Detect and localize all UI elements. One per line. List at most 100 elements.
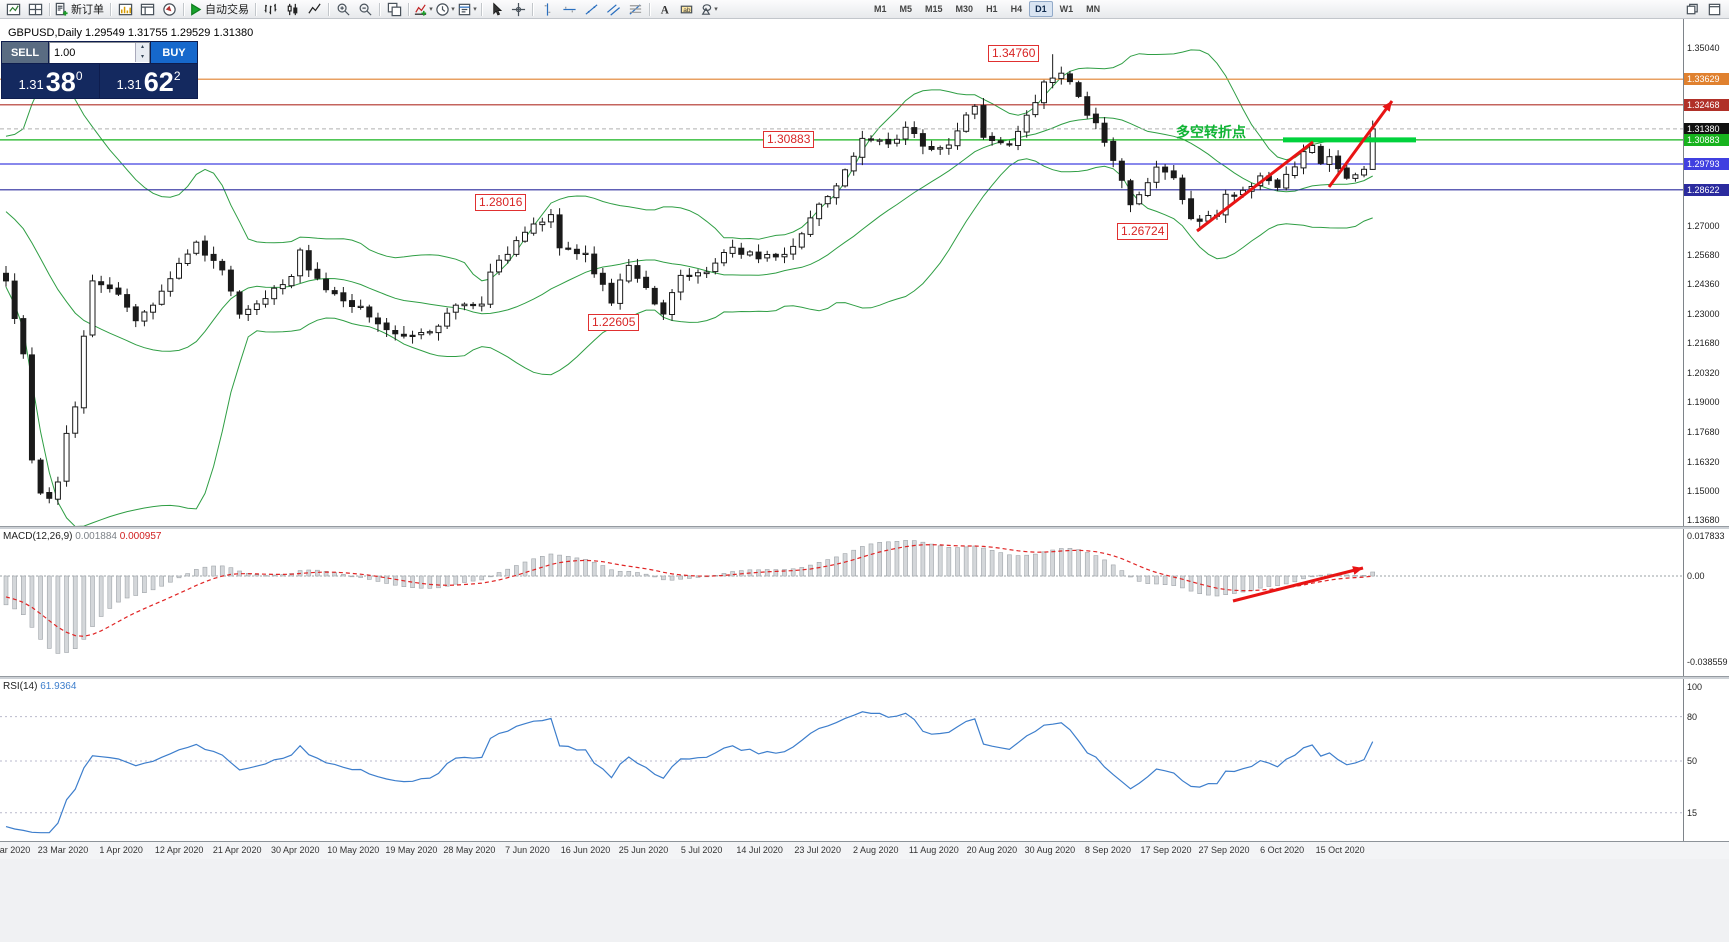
dropdown-arrow-icon[interactable]: ▾ [714, 6, 718, 13]
trendline-tool[interactable] [580, 1, 602, 17]
rsi-pane[interactable] [0, 679, 1683, 841]
price-label-1.28016[interactable]: 1.28016 [475, 194, 527, 212]
trend-arrows[interactable] [1196, 100, 1394, 233]
dropdown-arrow-icon[interactable]: ▾ [473, 6, 477, 13]
channel-tool[interactable] [602, 1, 624, 17]
timeframe-m1[interactable]: M1 [874, 4, 887, 14]
price-tag-1.33629: 1.33629 [1684, 73, 1729, 86]
linechart-icon [307, 2, 322, 17]
candlestick-mode-button[interactable] [281, 1, 303, 17]
periods-menu[interactable]: ▾ [434, 1, 456, 17]
new-order-button[interactable]: 新订单 [53, 1, 107, 17]
price-label-1.26724[interactable]: 1.26724 [1117, 222, 1169, 240]
bid-price[interactable]: 1.31 38 0 [2, 64, 99, 98]
time-label: 6 Oct 2020 [1260, 845, 1305, 855]
bar-chart-mode-button[interactable] [259, 1, 281, 17]
cursor-tool[interactable] [485, 1, 507, 17]
timeframe-mn[interactable]: MN [1086, 4, 1101, 14]
time-label: 21 Apr 2020 [212, 845, 262, 855]
price-label-1.34760[interactable]: 1.34760 [988, 45, 1040, 63]
ask-price[interactable]: 1.31 62 2 [100, 64, 197, 98]
volume-input[interactable] [50, 43, 149, 63]
dropdown-arrow-icon[interactable]: ▾ [451, 6, 455, 13]
indicators-menu[interactable]: ▾ [412, 1, 434, 17]
bars-icon [263, 2, 278, 17]
indicators-icon [413, 2, 428, 17]
bid-price-major: 1.31 [18, 77, 44, 92]
macd-arrow[interactable] [1232, 566, 1364, 603]
horizontal-line-tool[interactable] [558, 1, 580, 17]
chart-profiles-button[interactable] [24, 1, 46, 17]
price-label-1.30883[interactable]: 1.30883 [763, 130, 815, 148]
crosshair-tool[interactable] [507, 1, 529, 17]
time-label: 12 Apr 2020 [154, 845, 204, 855]
autotrading-button[interactable]: 自动交易 [187, 1, 252, 17]
pane-splitter[interactable] [0, 676, 1729, 679]
new-window-button[interactable] [1703, 1, 1725, 17]
navigator-button[interactable] [158, 1, 180, 17]
toolbar-separator [110, 2, 111, 16]
fibonacci-tool[interactable] [624, 1, 646, 17]
turning-point-annotation[interactable]: 多空转折点 [1176, 123, 1246, 140]
volume-up-button[interactable]: ▴ [136, 43, 149, 53]
ask-price-point: 2 [173, 69, 181, 83]
timeframe-m15[interactable]: M15 [925, 4, 943, 14]
price-axis[interactable]: 1.35040 1.27000 1.25680 1.24360 1.23000 1.216… [1683, 19, 1729, 841]
time-axis[interactable]: 13 Mar 2020 23 Mar 2020 1 Apr 2020 12 Apr 2… [0, 841, 1729, 860]
shapes-icon [698, 2, 713, 17]
horizontal-lines[interactable] [0, 78, 1683, 191]
svg-text:A: A [660, 4, 669, 16]
price-tag-1.29793: 1.29793 [1684, 157, 1729, 170]
window-restore-button[interactable] [1681, 1, 1703, 17]
layout-icon [28, 2, 43, 17]
macd-tick: 0.00 [1687, 571, 1705, 581]
line-chart-mode-button[interactable] [303, 1, 325, 17]
zoom-in-button[interactable] [332, 1, 354, 17]
zoom-out-button[interactable] [354, 1, 376, 17]
market-watch-button[interactable] [114, 1, 136, 17]
timeframe-h4[interactable]: H4 [1010, 4, 1023, 14]
volume-down-button[interactable]: ▾ [136, 52, 149, 62]
price-label-1.22605[interactable]: 1.22605 [588, 313, 640, 331]
toolbar-separator [49, 2, 50, 16]
cursor-icon [489, 2, 504, 17]
vline-icon [540, 2, 555, 17]
price-tick: 1.23000 [1687, 309, 1720, 320]
textA-icon: A [657, 2, 672, 17]
chart-window-icon [6, 2, 21, 17]
timeframe-m30[interactable]: M30 [955, 4, 974, 14]
timeframe-d1[interactable]: D1 [1029, 1, 1053, 17]
label-tool[interactable]: ab [675, 1, 697, 17]
sell-button[interactable]: SELL [2, 42, 48, 63]
price-pane[interactable] [0, 19, 1683, 527]
new-chart-button[interactable] [2, 1, 24, 17]
play-icon [188, 2, 203, 17]
timeframe-m5[interactable]: M5 [899, 4, 913, 14]
chart-area[interactable]: GBPUSD,Daily 1.29549 1.31755 1.29529 1.3… [0, 19, 1729, 942]
time-label: 2 Aug 2020 [852, 845, 899, 855]
buy-button[interactable]: BUY [151, 42, 197, 63]
time-label: 10 May 2020 [327, 845, 380, 855]
timeframe-h1[interactable]: H1 [986, 4, 998, 14]
text-tool[interactable]: A [653, 1, 675, 17]
macd-main-value: 0.001884 [75, 531, 117, 542]
crosshair-icon [511, 2, 526, 17]
rsi-tick: 100 [1687, 682, 1703, 692]
navigator-icon [162, 2, 177, 17]
macd-pane[interactable] [0, 529, 1683, 677]
shapes-tool[interactable]: ▾ [697, 1, 719, 17]
data-window-button[interactable] [136, 1, 158, 17]
tile-windows-button[interactable] [383, 1, 405, 17]
volume-spinner: ▴ ▾ [135, 43, 149, 62]
dropdown-arrow-icon[interactable]: ▾ [429, 6, 433, 13]
template-icon [457, 2, 472, 17]
macd-tick: -0.038559 [1687, 657, 1728, 668]
templates-menu[interactable]: ▾ [456, 1, 478, 17]
vertical-line-tool[interactable] [536, 1, 558, 17]
pane-splitter[interactable] [0, 526, 1729, 529]
price-tick: 1.20320 [1687, 368, 1720, 379]
trend-icon [584, 2, 599, 17]
time-label: 15 Oct 2020 [1315, 845, 1365, 855]
price-tick: 1.25680 [1687, 249, 1720, 260]
timeframe-w1[interactable]: W1 [1059, 4, 1074, 14]
